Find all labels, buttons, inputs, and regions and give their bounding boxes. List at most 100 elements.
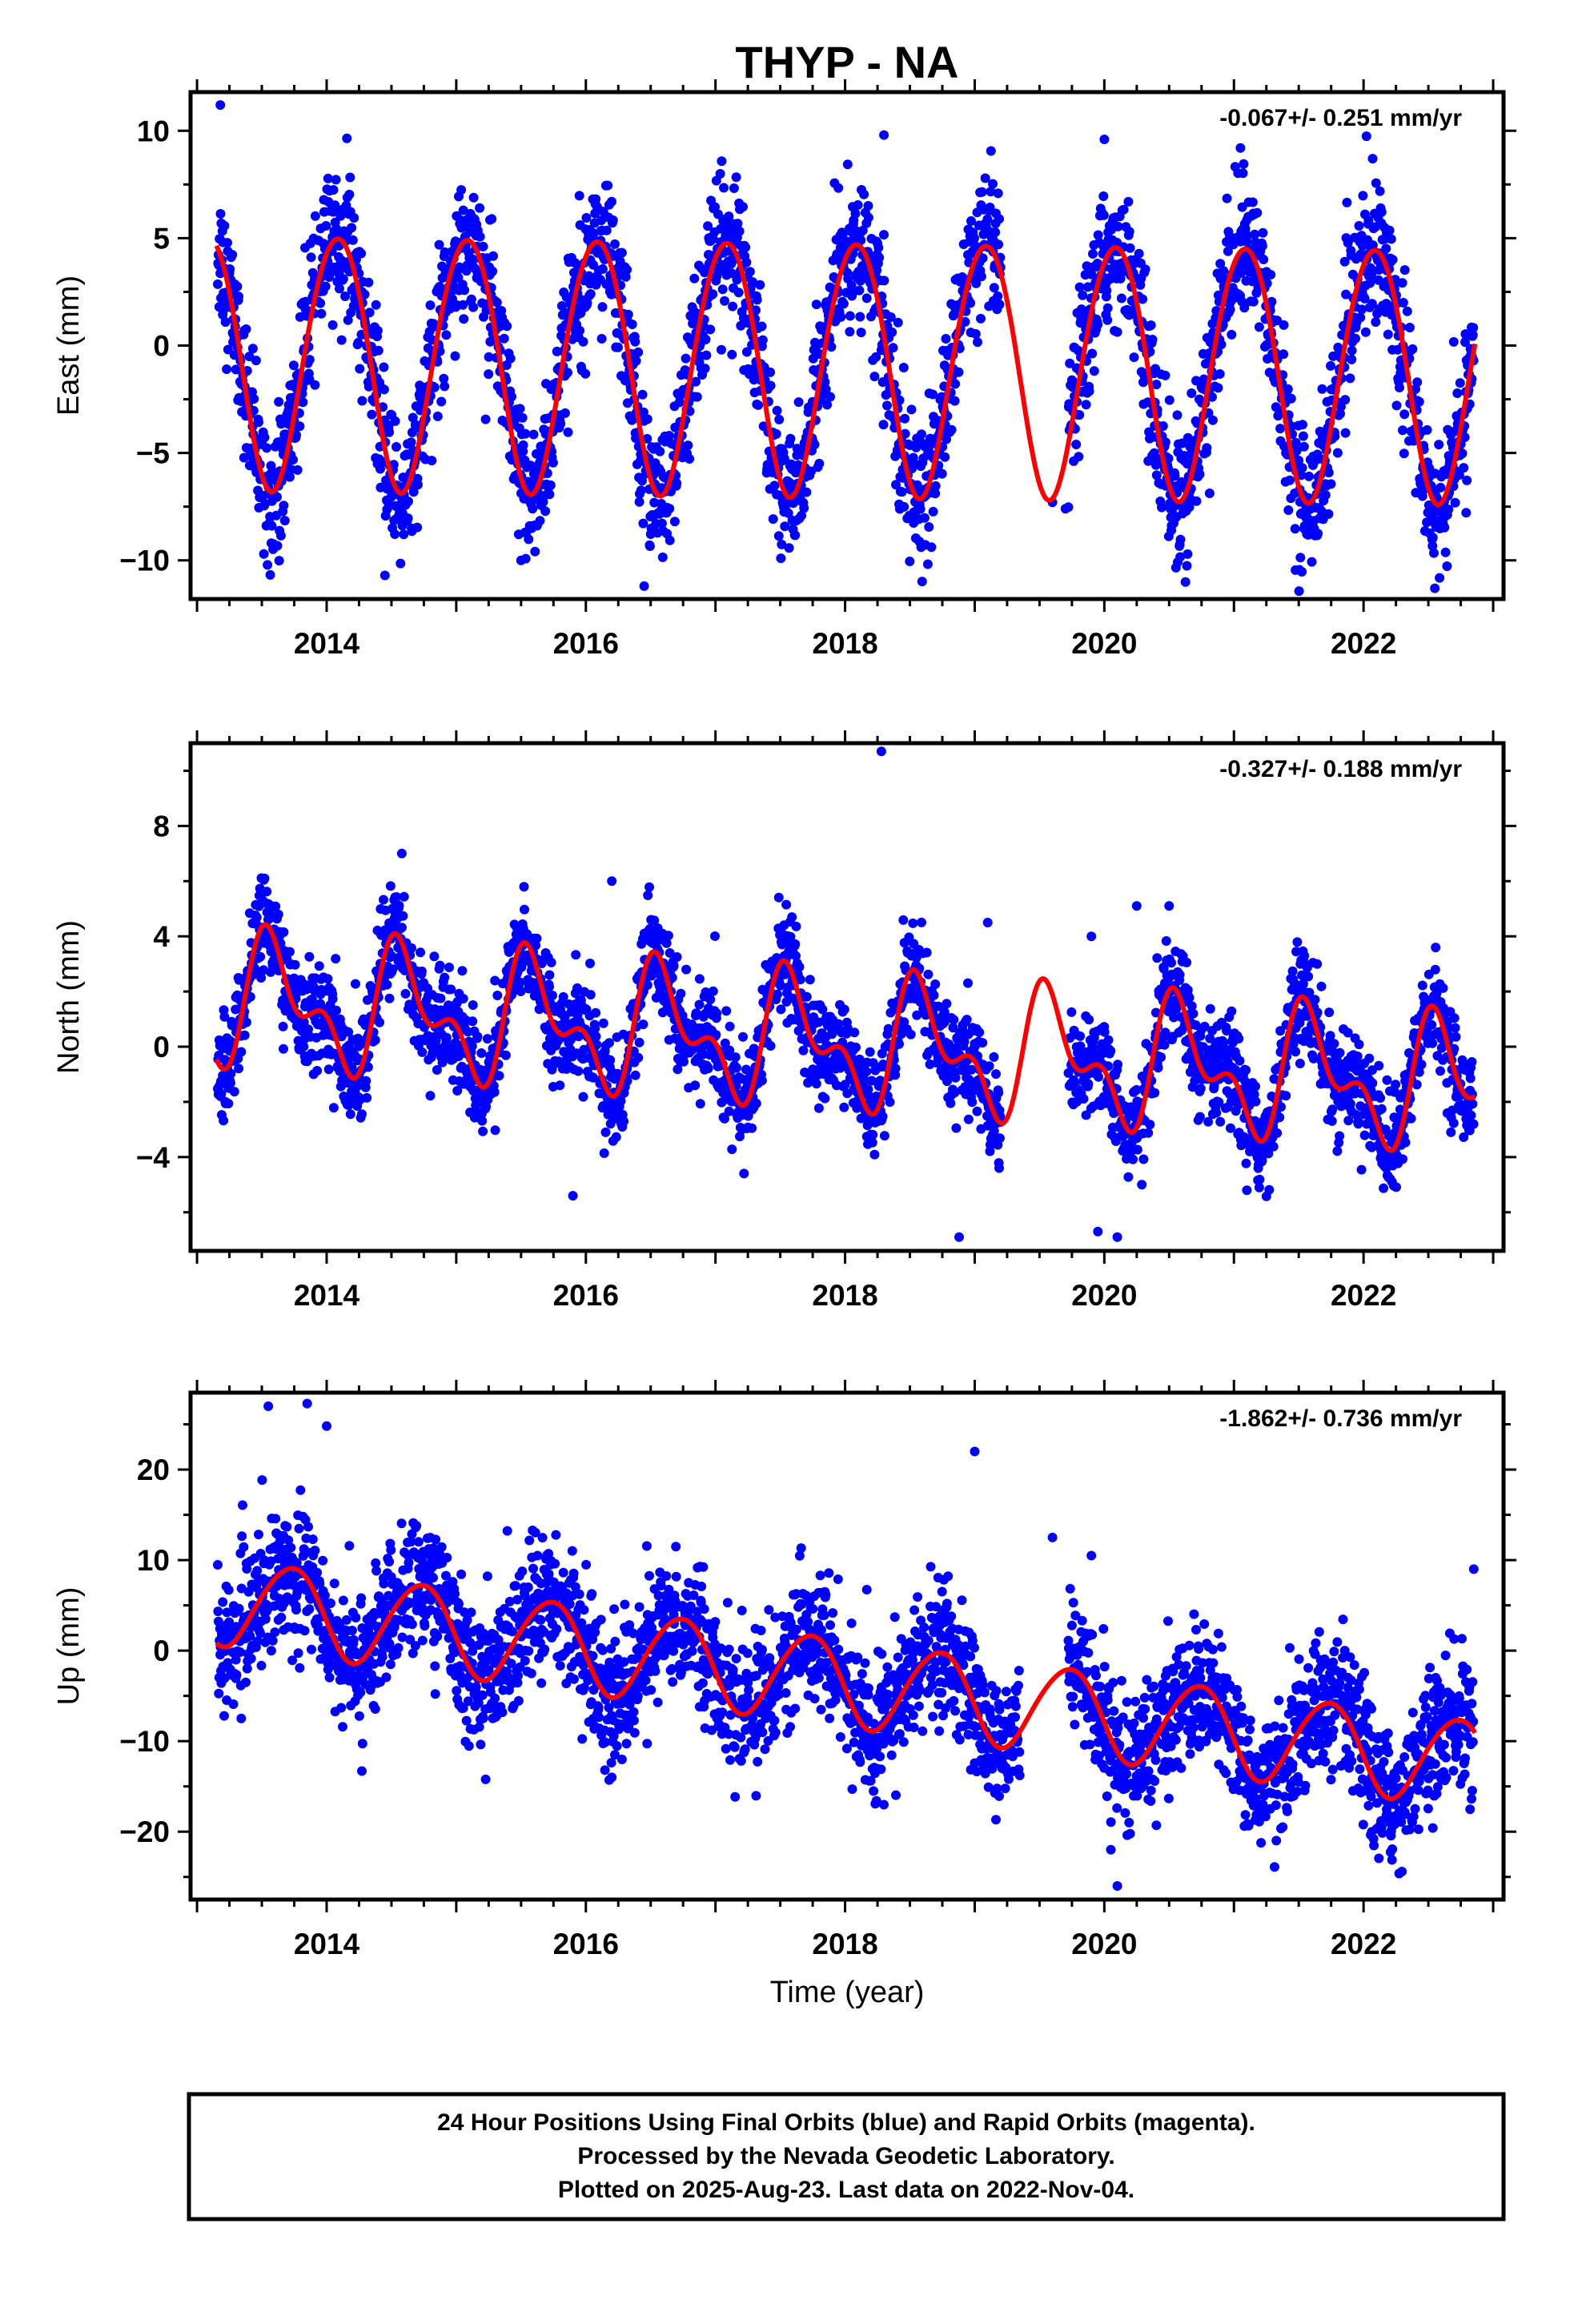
north-data-point bbox=[299, 1017, 309, 1027]
east-data-point bbox=[574, 191, 584, 201]
east-data-point bbox=[776, 553, 786, 564]
east-data-point bbox=[291, 430, 301, 440]
east-data-point bbox=[613, 342, 623, 352]
east-data-point bbox=[1298, 431, 1308, 441]
east-data-point bbox=[466, 294, 476, 304]
east-data-point bbox=[980, 173, 990, 183]
east-data-point bbox=[1227, 329, 1237, 340]
east-data-point bbox=[254, 417, 263, 428]
east-data-point bbox=[1222, 193, 1232, 203]
east-data-point bbox=[857, 225, 868, 235]
north-data-point bbox=[591, 1007, 601, 1018]
north-data-point bbox=[363, 995, 372, 1005]
east-data-point bbox=[475, 203, 485, 213]
east-data-point bbox=[408, 487, 419, 497]
north-data-point bbox=[490, 1125, 500, 1136]
east-data-point bbox=[741, 242, 751, 252]
east-data-point bbox=[1381, 243, 1391, 254]
east-data-point bbox=[1102, 285, 1112, 296]
east-data-point bbox=[548, 457, 558, 468]
east-data-point bbox=[930, 489, 941, 499]
east-data-point bbox=[738, 202, 748, 212]
east-data-point bbox=[342, 133, 352, 143]
north-data-point bbox=[805, 975, 815, 985]
east-data-point bbox=[1439, 522, 1450, 533]
east-data-point bbox=[1242, 231, 1252, 242]
east-data-point bbox=[1257, 241, 1267, 251]
east-y-axis-title: East (mm) bbox=[52, 275, 86, 416]
east-data-point bbox=[873, 243, 884, 253]
east-data-point bbox=[1417, 491, 1427, 501]
east-data-point bbox=[382, 505, 392, 515]
north-data-point bbox=[555, 1080, 565, 1091]
east-data-point bbox=[986, 146, 996, 156]
east-data-point bbox=[484, 369, 494, 380]
east-data-point bbox=[708, 289, 718, 300]
east-data-point bbox=[492, 297, 502, 308]
east-data-point bbox=[642, 433, 652, 444]
east-data-point bbox=[1254, 322, 1264, 332]
east-data-point bbox=[1074, 410, 1085, 420]
east-data-point bbox=[1098, 210, 1109, 220]
east-data-point bbox=[736, 320, 746, 331]
north-data-point bbox=[440, 972, 450, 983]
east-data-point bbox=[970, 233, 979, 243]
east-data-point bbox=[1326, 360, 1335, 371]
east-data-point bbox=[524, 534, 534, 545]
north-data-point bbox=[765, 1041, 776, 1051]
north-data-point bbox=[375, 1017, 385, 1027]
east-data-point bbox=[703, 221, 713, 231]
east-data-point bbox=[456, 185, 467, 195]
north-data-point bbox=[271, 901, 281, 911]
east-data-point bbox=[1158, 421, 1168, 431]
east-data-point bbox=[801, 487, 812, 497]
east-data-point bbox=[1460, 337, 1470, 348]
east-data-point bbox=[1124, 227, 1134, 237]
east-data-point bbox=[1355, 312, 1366, 323]
east-data-point bbox=[1170, 471, 1180, 481]
east-data-point bbox=[1448, 336, 1459, 347]
east-data-point bbox=[620, 271, 631, 282]
east-data-point bbox=[353, 337, 363, 348]
east-data-point bbox=[898, 363, 909, 372]
east-data-point bbox=[922, 559, 933, 569]
east-data-point bbox=[1290, 524, 1300, 534]
north-data-point bbox=[279, 1043, 288, 1054]
east-y-tick-label: 0 bbox=[153, 330, 170, 363]
east-data-point bbox=[751, 305, 761, 316]
east-data-point bbox=[505, 353, 516, 364]
east-data-point bbox=[1347, 354, 1357, 364]
north-data-point bbox=[605, 1055, 616, 1065]
north-data-point bbox=[951, 1123, 962, 1133]
east-data-point bbox=[1398, 425, 1407, 436]
north-data-point bbox=[669, 961, 679, 971]
north-data-point bbox=[251, 912, 262, 923]
north-scatter-points bbox=[213, 746, 1479, 1242]
east-data-point bbox=[1147, 335, 1158, 344]
east-data-point bbox=[1216, 340, 1227, 350]
east-data-point bbox=[1172, 410, 1182, 420]
north-data-point bbox=[883, 1023, 893, 1034]
east-data-point bbox=[657, 552, 668, 562]
east-data-point bbox=[1399, 265, 1410, 275]
east-data-point bbox=[403, 513, 413, 524]
east-data-point bbox=[432, 411, 443, 421]
east-data-point bbox=[1184, 502, 1195, 513]
east-data-point bbox=[1402, 306, 1412, 316]
east-data-point bbox=[436, 396, 447, 407]
east-data-point bbox=[1123, 196, 1134, 207]
east-data-point bbox=[298, 397, 308, 408]
east-data-point bbox=[1164, 395, 1174, 405]
east-data-point bbox=[1298, 420, 1307, 430]
east-data-point bbox=[1294, 456, 1304, 465]
north-data-point bbox=[255, 951, 266, 962]
north-data-point bbox=[712, 1008, 722, 1019]
north-data-point bbox=[432, 1065, 442, 1075]
east-x-tick-label: 2020 bbox=[1071, 627, 1137, 660]
east-data-point bbox=[582, 298, 592, 308]
east-data-point bbox=[321, 221, 331, 231]
east-data-point bbox=[808, 353, 818, 364]
east-data-point bbox=[1093, 320, 1103, 330]
north-data-point bbox=[467, 1041, 477, 1051]
east-data-point bbox=[275, 530, 286, 541]
